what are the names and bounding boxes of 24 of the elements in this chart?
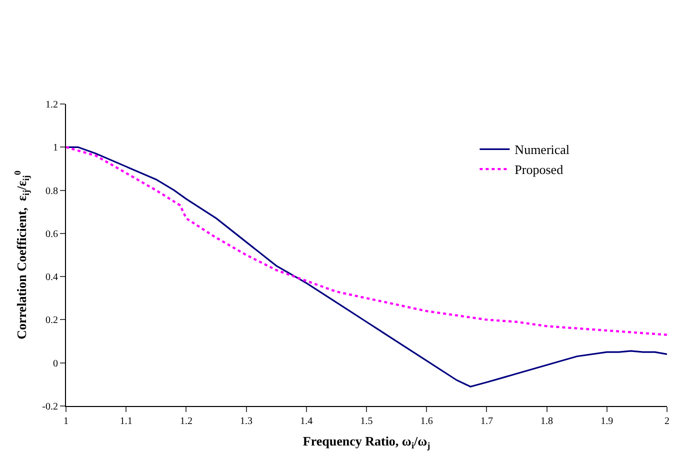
x-axis-title: Frequency Ratio, ω$_{i}$/ω$_{j}$ [302, 434, 430, 450]
y-tick-label: 0 [53, 358, 58, 370]
x-tick-label: 1.3 [240, 416, 253, 427]
x-tick-label: 1.5 [360, 416, 373, 427]
y-tick-label: 0.8 [46, 186, 58, 197]
y-tick-label: 1 [53, 142, 58, 154]
y-tick-label: 0.2 [46, 315, 58, 326]
x-tick-label: 1.2 [180, 416, 192, 427]
x-tick-label: 1.9 [600, 416, 614, 427]
y-tick-label: 1.2 [46, 100, 58, 110]
legend-label: Numerical [514, 142, 570, 158]
y-tick-label: 0.6 [46, 228, 58, 240]
x-tick-label: 1.4 [300, 416, 313, 427]
line-series [66, 146, 667, 388]
x-tick-label: 1.7 [480, 416, 493, 427]
x-tick-label: 1 [64, 416, 68, 427]
legend-label: Proposed [514, 162, 564, 178]
y-tick-label: 0.4 [46, 272, 58, 284]
x-tick-label: 2 [664, 416, 670, 427]
line-series [66, 146, 667, 336]
x-tick-label: 1.8 [540, 416, 554, 427]
x-tick-label: 1.6 [420, 416, 433, 427]
y-tick-label: -0.2 [42, 402, 58, 412]
x-tick-label: 1.1 [120, 416, 132, 427]
